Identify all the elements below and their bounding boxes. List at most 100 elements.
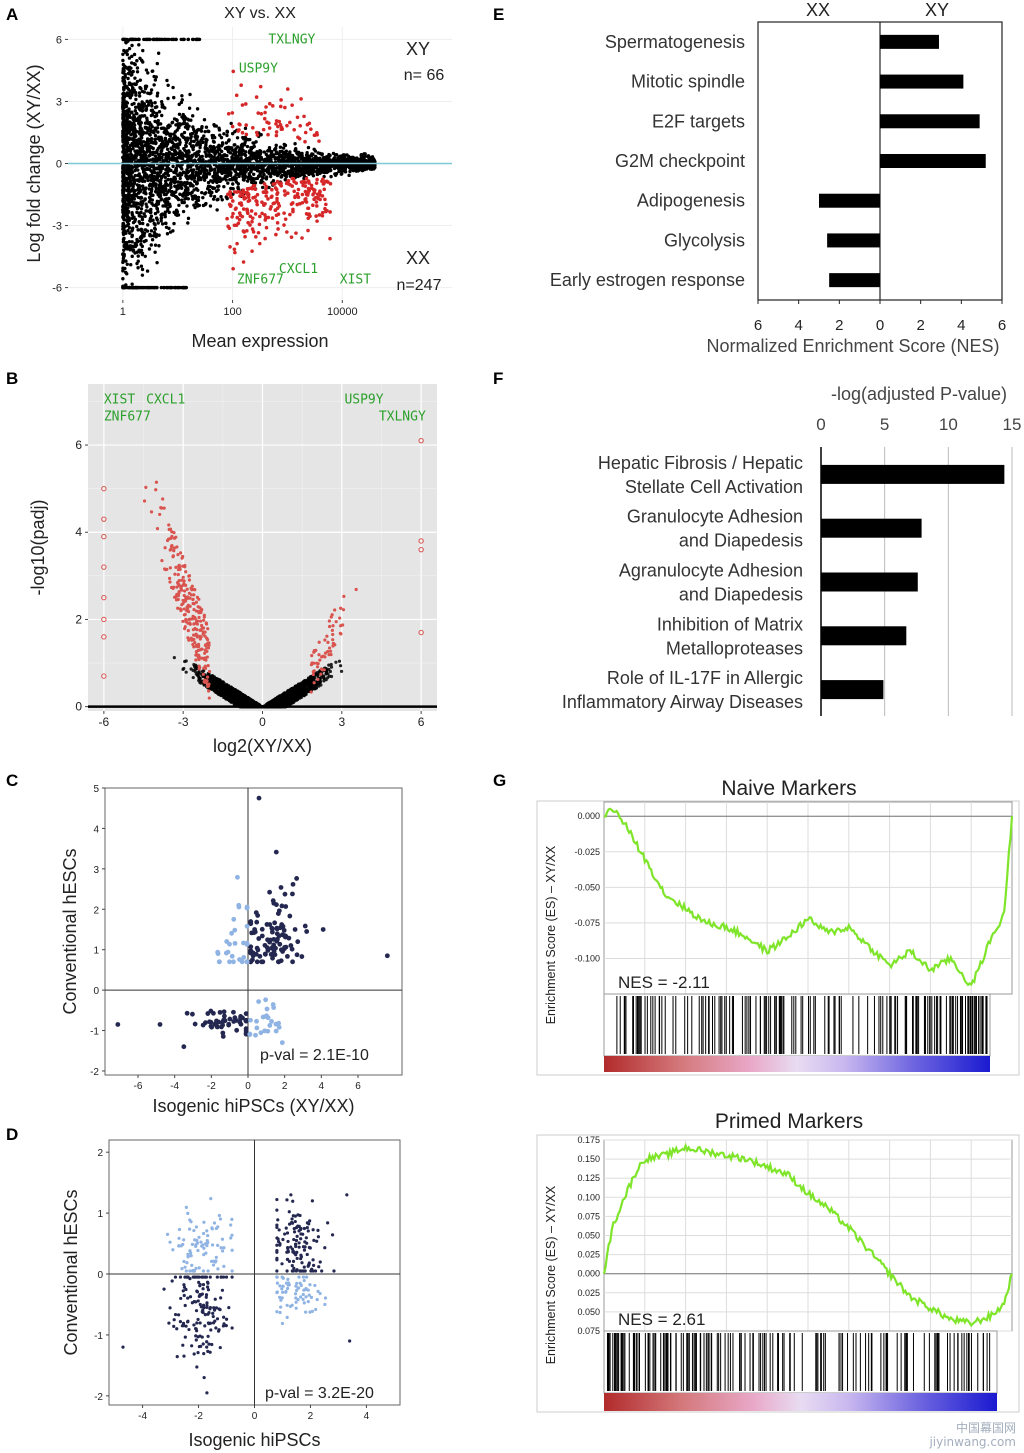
data-point bbox=[126, 192, 131, 197]
data-point bbox=[127, 91, 131, 96]
data-point bbox=[206, 180, 211, 185]
data-point bbox=[129, 263, 133, 267]
data-point bbox=[208, 144, 213, 148]
sig-point bbox=[276, 227, 280, 231]
data-point bbox=[162, 37, 167, 42]
data-point bbox=[128, 96, 133, 100]
data-point bbox=[351, 156, 356, 160]
data-point bbox=[146, 37, 150, 42]
data-point bbox=[287, 170, 291, 175]
data-point bbox=[193, 194, 197, 198]
data-point bbox=[164, 182, 168, 186]
data-point bbox=[217, 179, 222, 184]
data-point bbox=[122, 248, 126, 252]
data-point bbox=[174, 195, 179, 199]
data-point bbox=[126, 206, 130, 210]
data-point bbox=[207, 129, 211, 134]
data-point bbox=[128, 198, 133, 202]
data-point bbox=[121, 285, 126, 290]
data-point bbox=[184, 285, 188, 290]
sig-point bbox=[288, 120, 292, 125]
data-point bbox=[265, 167, 269, 172]
data-point bbox=[184, 670, 188, 674]
sig-point bbox=[254, 235, 258, 239]
data-point bbox=[162, 192, 167, 197]
data-point bbox=[188, 184, 193, 188]
sig-point bbox=[296, 135, 300, 140]
sig-point bbox=[250, 125, 255, 130]
sig-point bbox=[232, 247, 237, 252]
data-point bbox=[139, 134, 143, 138]
data-point bbox=[259, 178, 264, 183]
data-point bbox=[135, 140, 140, 145]
sig-point bbox=[262, 116, 267, 121]
data-point bbox=[157, 158, 162, 162]
data-point bbox=[151, 218, 155, 222]
data-point bbox=[151, 164, 156, 169]
data-point bbox=[267, 145, 272, 150]
x-axis-label: Mean expression bbox=[191, 331, 328, 351]
data-point bbox=[138, 184, 142, 189]
data-point bbox=[180, 167, 184, 171]
sig-point bbox=[304, 200, 309, 204]
data-point bbox=[274, 143, 278, 148]
data-point bbox=[192, 188, 196, 192]
data-point bbox=[125, 262, 129, 266]
data-point bbox=[213, 152, 217, 156]
data-point bbox=[193, 179, 197, 183]
sig-point bbox=[231, 211, 235, 216]
data-point bbox=[313, 149, 318, 153]
data-point bbox=[226, 181, 230, 185]
data-point bbox=[303, 159, 308, 163]
data-point bbox=[136, 144, 140, 148]
data-point bbox=[155, 218, 159, 222]
sig-point bbox=[226, 224, 230, 229]
sig-point bbox=[249, 209, 254, 213]
data-point bbox=[149, 207, 153, 212]
data-point bbox=[150, 109, 154, 113]
sig-point bbox=[303, 130, 308, 135]
data-point bbox=[159, 219, 163, 223]
data-point bbox=[271, 178, 276, 183]
data-point bbox=[149, 113, 154, 118]
data-point bbox=[125, 202, 129, 207]
panel-letter-f: F bbox=[493, 369, 503, 388]
sig-point bbox=[253, 195, 257, 199]
data-point bbox=[130, 54, 134, 59]
sig-point bbox=[328, 181, 333, 186]
data-point bbox=[121, 240, 126, 244]
data-point bbox=[167, 167, 171, 171]
chart-title: XY vs. XX bbox=[224, 5, 296, 22]
data-point bbox=[174, 285, 178, 290]
data-point bbox=[264, 177, 269, 181]
sig-point bbox=[323, 197, 327, 202]
sig-point bbox=[279, 98, 283, 102]
data-point bbox=[237, 174, 241, 179]
data-point bbox=[222, 132, 226, 136]
data-point bbox=[207, 188, 212, 193]
data-point bbox=[157, 244, 161, 248]
data-point bbox=[133, 285, 137, 290]
data-point bbox=[204, 125, 209, 129]
data-point bbox=[144, 108, 148, 113]
data-point bbox=[143, 171, 147, 176]
data-point bbox=[194, 182, 199, 186]
data-point bbox=[149, 136, 154, 141]
points-group bbox=[121, 37, 377, 290]
sig-point bbox=[300, 236, 304, 240]
data-point bbox=[153, 78, 158, 82]
data-point bbox=[124, 259, 128, 263]
data-point bbox=[225, 133, 229, 138]
data-point bbox=[291, 159, 295, 164]
data-point bbox=[245, 144, 250, 149]
data-point bbox=[133, 168, 137, 173]
data-point bbox=[190, 37, 195, 42]
sig-point bbox=[279, 127, 284, 132]
data-point bbox=[176, 184, 180, 188]
data-point bbox=[201, 140, 205, 145]
data-point bbox=[215, 198, 219, 202]
data-point bbox=[225, 196, 229, 201]
data-point bbox=[232, 175, 237, 179]
data-point bbox=[285, 155, 290, 159]
data-point bbox=[138, 104, 143, 109]
